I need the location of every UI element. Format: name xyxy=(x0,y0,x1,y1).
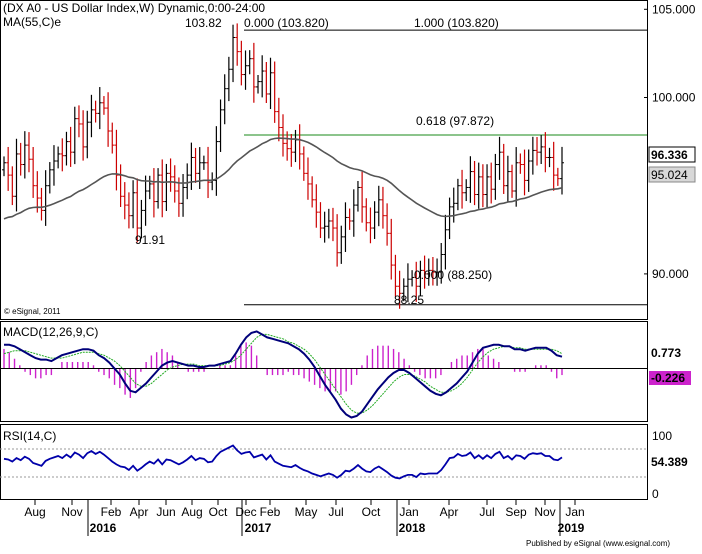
hist-value-box xyxy=(649,371,691,385)
time-axis: Aug Nov Feb Apr Jun Aug Oct Dec Feb May Jul Oct Jan A… xyxy=(24,500,585,536)
macd-value-box xyxy=(649,346,687,360)
rsi-value: 54.389 xyxy=(651,455,688,469)
annotation-low-2016: 91.91 xyxy=(135,233,165,247)
rsi-value-box xyxy=(649,455,695,469)
fib-label-top-left: 0.000 (103.820) xyxy=(244,16,329,30)
annotation-high: 103.82 xyxy=(185,16,222,30)
x-tick-label: Jan xyxy=(565,505,584,519)
fibonacci-lines xyxy=(244,29,647,306)
ma-label: MA(55,C)e xyxy=(3,15,61,29)
x-tick-label: Jun xyxy=(156,505,175,519)
x-tick-label: Jul xyxy=(479,505,494,519)
price-axis: 105.000 100.000 90.000 xyxy=(644,2,696,281)
x-tick-label: Oct xyxy=(209,505,228,519)
fib-label-100: 1.000 (103.820) xyxy=(414,16,499,30)
fib-label-618: 0.618 (97.872) xyxy=(416,114,494,128)
x-year-label: 2016 xyxy=(90,521,117,535)
publisher-label: Published by eSignal (www.esignal.com) xyxy=(526,539,670,548)
x-tick-label: Jul xyxy=(328,505,343,519)
x-tick-label: Nov xyxy=(61,505,82,519)
x-tick-label: Apr xyxy=(130,505,149,519)
rsi-polyline xyxy=(3,444,563,480)
macd-panel-frame xyxy=(0,321,648,422)
current-price-box xyxy=(648,146,696,163)
rsi-panel-frame xyxy=(0,424,648,500)
fib-label-0: 0.000 (88.250) xyxy=(414,268,492,282)
x-tick-label: Sep xyxy=(505,505,527,519)
macd-lines xyxy=(3,330,563,419)
x-tick-label: Feb xyxy=(260,505,281,519)
chart-title: (DX A0 - US Dollar Index,W) Dynamic,0:00… xyxy=(3,1,265,15)
current-price-value: 96.336 xyxy=(651,148,688,162)
macd-value: 0.773 xyxy=(651,346,681,360)
rsi-tick-0: 0 xyxy=(652,487,659,501)
x-tick-label: Aug xyxy=(24,505,45,519)
x-tick-label: Dec xyxy=(235,505,256,519)
x-tick-label: Nov xyxy=(534,505,555,519)
price-tick-label: 105.000 xyxy=(652,2,696,16)
copyright-label: © eSignal, 2011 xyxy=(4,307,61,316)
moving-average-line xyxy=(3,137,563,220)
x-tick-label: Apr xyxy=(440,505,459,519)
price-tick-label: 90.000 xyxy=(652,267,689,281)
price-panel-frame xyxy=(0,0,648,320)
x-year-label: 2017 xyxy=(245,521,272,535)
annotation-low-2018: 88.25 xyxy=(394,293,424,307)
macd-line xyxy=(4,330,563,419)
rsi-tick-100: 100 xyxy=(652,429,672,443)
ma-polyline xyxy=(3,137,563,220)
x-tick-label: Feb xyxy=(101,505,122,519)
ma-value: 95.024 xyxy=(651,168,688,182)
price-tick-label: 100.000 xyxy=(652,90,696,104)
x-tick-label: Aug xyxy=(181,505,202,519)
x-tick-label: Jan xyxy=(399,505,418,519)
x-tick-label: May xyxy=(295,505,318,519)
rsi-label: RSI(14,C) xyxy=(3,429,56,443)
ma-value-box xyxy=(648,166,696,183)
x-year-label: 2018 xyxy=(399,521,426,535)
x-tick-label: Oct xyxy=(362,505,381,519)
macd-label: MACD(12,26,9,C) xyxy=(3,325,98,339)
price-bars xyxy=(2,23,564,309)
macd-signal-line xyxy=(3,333,563,414)
x-year-label: 2019 xyxy=(558,521,585,535)
hist-value: -0.226 xyxy=(651,371,685,385)
rsi-line xyxy=(3,444,563,480)
